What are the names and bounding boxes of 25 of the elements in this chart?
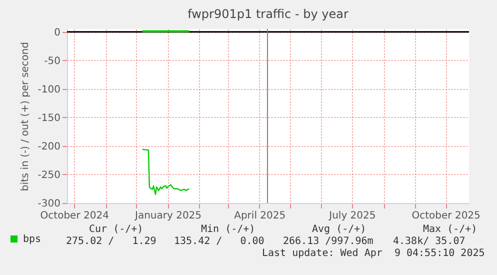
text: 4.38k/ 35.07	[393, 236, 466, 248]
y-tick-label: 0	[54, 27, 60, 38]
text: Max (-/+)	[423, 224, 478, 236]
x-tick-label: July 2025	[328, 210, 376, 222]
x-tick-label: April 2025	[234, 210, 286, 222]
y-tick-label: -100	[38, 84, 60, 96]
text: Avg (-/+)	[312, 224, 366, 236]
text: Cur (-/+)	[89, 224, 144, 236]
legend-label: bps	[23, 234, 42, 245]
chart-title: fwpr901p1 traffic - by year	[188, 6, 348, 21]
text: Last update: Wed Apr 9 04:55:10 2025	[262, 248, 485, 260]
x-tick-label: October 2025	[412, 210, 480, 222]
y-tick-label: -250	[38, 170, 60, 181]
text: 135.42 / 0.00	[174, 236, 264, 248]
y-tick-label: -150	[38, 112, 60, 124]
y-tick-label: -200	[38, 141, 60, 152]
line-series	[142, 148, 190, 196]
text: 275.02 / 1.29	[66, 236, 156, 248]
x-tick-label: January 2025	[134, 210, 202, 222]
y-tick-label: -300	[38, 198, 60, 210]
text: 266.13 /997.96m	[283, 236, 374, 248]
y-tick-label: -50	[44, 56, 60, 67]
y-axis-title: bits in (-) / out (+) per second	[20, 42, 31, 192]
text: Min (-/+)	[201, 224, 256, 236]
x-tick-label: October 2024	[40, 210, 109, 222]
